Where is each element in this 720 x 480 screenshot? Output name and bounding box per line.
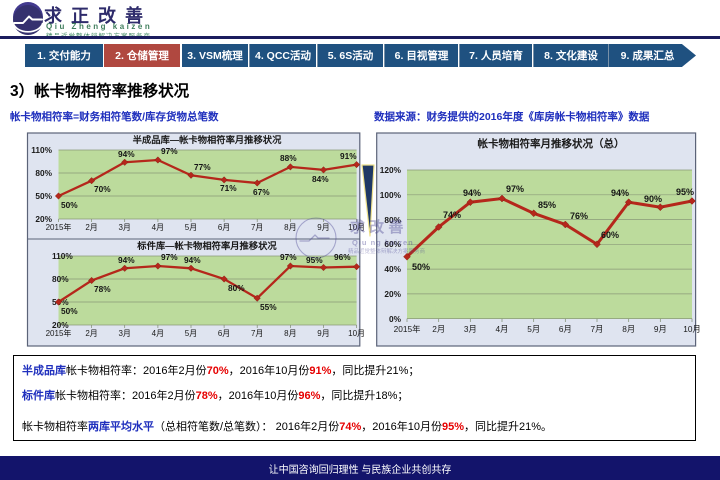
svg-text:100%: 100% <box>380 190 402 200</box>
svg-text:9月: 9月 <box>654 324 667 334</box>
svg-text:标件库—帐卡物相符率月推移状况: 标件库—帐卡物相符率月推移状况 <box>136 240 277 251</box>
svg-text:5月: 5月 <box>527 324 540 334</box>
svg-text:70%: 70% <box>94 184 111 194</box>
svg-text:4月: 4月 <box>496 324 509 334</box>
svg-text:2月: 2月 <box>85 223 97 232</box>
svg-text:40%: 40% <box>384 264 401 274</box>
svg-text:求 改 善: 求 改 善 <box>350 218 403 236</box>
svg-text:半成品库—帐卡物相符率月推移状况: 半成品库—帐卡物相符率月推移状况 <box>133 134 282 145</box>
svg-text:50%: 50% <box>61 306 78 316</box>
svg-text:94%: 94% <box>611 188 629 198</box>
svg-text:0%: 0% <box>389 314 402 324</box>
svg-text:6月: 6月 <box>218 223 230 232</box>
svg-text:80%: 80% <box>228 283 245 293</box>
svg-text:94%: 94% <box>184 255 201 265</box>
svg-text:80%: 80% <box>35 168 52 178</box>
svg-text:7月: 7月 <box>251 223 263 232</box>
svg-text:8月: 8月 <box>284 329 296 338</box>
svg-text:84%: 84% <box>312 174 329 184</box>
svg-text:95%: 95% <box>676 187 694 197</box>
svg-text:2015年: 2015年 <box>394 324 421 334</box>
svg-text:97%: 97% <box>506 184 524 194</box>
svg-text:78%: 78% <box>94 284 111 294</box>
svg-text:97%: 97% <box>161 252 178 262</box>
svg-text:97%: 97% <box>161 146 178 156</box>
svg-text:帐卡物相符率月推移状况（总）: 帐卡物相符率月推移状况（总） <box>478 137 625 150</box>
svg-text:3月: 3月 <box>464 324 477 334</box>
svg-text:97%: 97% <box>280 252 297 262</box>
svg-text:110%: 110% <box>52 251 73 261</box>
svg-text:74%: 74% <box>443 210 461 220</box>
svg-text:8月: 8月 <box>284 223 296 232</box>
svg-text:2月: 2月 <box>432 324 445 334</box>
svg-text:77%: 77% <box>194 162 211 172</box>
svg-text:50%: 50% <box>412 262 430 272</box>
svg-text:5月: 5月 <box>185 329 197 338</box>
svg-text:2015年: 2015年 <box>46 222 72 232</box>
svg-text:9月: 9月 <box>317 223 329 232</box>
svg-text:55%: 55% <box>260 302 277 312</box>
svg-text:71%: 71% <box>220 183 237 193</box>
svg-text:4月: 4月 <box>152 223 164 232</box>
svg-text:88%: 88% <box>280 153 297 163</box>
svg-text:76%: 76% <box>570 211 588 221</box>
svg-text:85%: 85% <box>538 200 556 210</box>
svg-text:80%: 80% <box>52 274 69 284</box>
svg-text:120%: 120% <box>380 165 402 175</box>
svg-text:5月: 5月 <box>185 223 197 232</box>
svg-text:Qiu ng kaizen: Qiu ng kaizen <box>352 238 414 247</box>
svg-text:60%: 60% <box>601 230 619 240</box>
svg-text:91%: 91% <box>340 151 357 161</box>
svg-text:2月: 2月 <box>85 329 97 338</box>
svg-text:精品近觉整体辩解决方案服务商: 精品近觉整体辩解决方案服务商 <box>348 247 426 255</box>
svg-text:9月: 9月 <box>317 329 329 338</box>
svg-text:20%: 20% <box>384 289 401 299</box>
svg-text:94%: 94% <box>118 255 135 265</box>
svg-text:3月: 3月 <box>118 223 130 232</box>
svg-text:10月: 10月 <box>348 329 365 338</box>
svg-text:8月: 8月 <box>622 324 635 334</box>
svg-text:10月: 10月 <box>683 324 701 334</box>
svg-text:3月: 3月 <box>118 329 130 338</box>
svg-text:67%: 67% <box>253 187 270 197</box>
svg-text:7月: 7月 <box>591 324 604 334</box>
svg-text:7月: 7月 <box>251 329 263 338</box>
svg-text:2015年: 2015年 <box>46 328 72 338</box>
svg-text:50%: 50% <box>35 191 52 201</box>
svg-text:6月: 6月 <box>559 324 572 334</box>
svg-text:110%: 110% <box>31 145 52 155</box>
svg-text:94%: 94% <box>118 149 135 159</box>
svg-text:90%: 90% <box>644 194 662 204</box>
svg-text:6月: 6月 <box>218 329 230 338</box>
svg-text:4月: 4月 <box>152 329 164 338</box>
svg-text:50%: 50% <box>61 200 78 210</box>
svg-text:94%: 94% <box>463 188 481 198</box>
